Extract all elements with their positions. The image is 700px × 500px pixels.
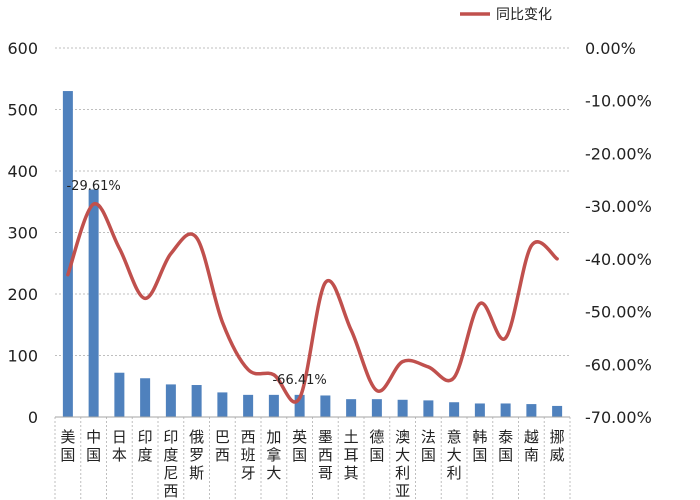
gridlines	[54, 47, 571, 500]
x-tick-label: 美国	[60, 428, 75, 464]
x-tick-label: 土耳其	[344, 428, 359, 482]
line-series-path	[66, 202, 559, 404]
bar	[500, 403, 511, 417]
x-tick-label: 中国	[86, 428, 101, 464]
bar	[449, 402, 460, 417]
bar	[88, 189, 99, 417]
x-tick-label: 法国	[421, 428, 436, 464]
x-tick-label: 泰国	[498, 428, 513, 464]
x-tick-label: 韩国	[472, 428, 487, 464]
x-tick-label: 印度	[138, 428, 153, 464]
bar	[191, 385, 202, 417]
x-tick-label: 印度尼西亚	[163, 428, 178, 500]
legend-label: 同比变化	[496, 7, 552, 23]
y-right-tick-label: 0.00%	[585, 39, 636, 58]
y-right-tick-label: -70.00%	[585, 408, 652, 427]
bar-series	[62, 91, 563, 418]
y-left-tick-label: 500	[7, 101, 38, 120]
x-tick-label: 意大利	[447, 428, 462, 482]
x-tick-label: 巴西	[215, 428, 230, 464]
bar	[165, 384, 176, 417]
y-right-tick-label: -20.00%	[585, 144, 652, 163]
y-left-tick-label: 200	[7, 285, 38, 304]
y-left-tick-label: 400	[7, 162, 38, 181]
x-tick-label: 越南	[524, 428, 539, 464]
data-labels: -29.61% -66.41%	[66, 179, 326, 388]
x-tick-label: 挪威	[550, 428, 565, 464]
bar	[552, 405, 563, 417]
x-tick-label: 俄罗斯	[189, 428, 204, 482]
data-label: -29.61%	[66, 179, 120, 194]
bar	[140, 378, 151, 417]
y-left-tick-label: 600	[7, 39, 38, 58]
bar	[346, 399, 357, 417]
bar	[62, 91, 73, 418]
x-tick-label: 德国	[369, 428, 384, 464]
bar	[217, 392, 228, 417]
bar	[294, 394, 305, 417]
y-right-tick-label: -30.00%	[585, 197, 652, 216]
x-tick-label: 日本	[112, 428, 127, 464]
bar	[114, 372, 125, 417]
bar	[371, 399, 382, 417]
axes: 0 100 200 300 400 500 600 0.00% -10.00% -20.00% -3…	[7, 39, 651, 500]
bar	[268, 394, 279, 417]
x-tick-label: 澳大利亚	[395, 428, 410, 500]
y-left-tick-label: 0	[28, 408, 38, 427]
x-tick-label: 英国	[292, 428, 307, 464]
x-tick-label: 西班牙	[241, 428, 256, 482]
bar	[397, 399, 408, 417]
y-right-tick-label: -50.00%	[585, 303, 652, 322]
y-left-tick-label: 300	[7, 224, 38, 243]
x-tick-label: 墨西哥	[318, 428, 333, 482]
y-right-tick-label: -10.00%	[585, 92, 652, 111]
data-label: -66.41%	[272, 373, 326, 388]
bar	[423, 400, 434, 417]
line-series	[66, 202, 559, 404]
bar	[243, 394, 254, 417]
legend: 同比变化	[460, 7, 552, 23]
bar	[526, 404, 537, 417]
y-right-tick-label: -60.00%	[585, 355, 652, 374]
bar	[320, 395, 331, 417]
bar	[474, 403, 485, 417]
y-right-tick-label: -40.00%	[585, 250, 652, 269]
x-tick-label: 加拿大	[266, 428, 281, 482]
y-left-tick-label: 100	[7, 347, 38, 366]
